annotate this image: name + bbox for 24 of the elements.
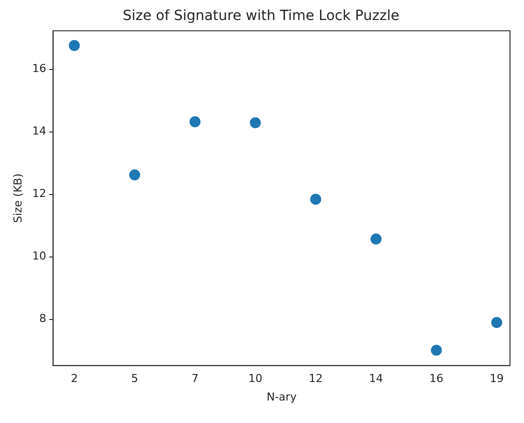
x-tick-label: 2 [70, 372, 78, 386]
point [68, 40, 80, 51]
x-tick-label: 16 [429, 372, 444, 386]
point [250, 117, 261, 128]
x-tick-label: 7 [192, 372, 199, 386]
y-axis-title: Size (KB) [11, 173, 24, 223]
x-axis-title: N-ary [266, 390, 298, 404]
chart-title: Size of Signature with Time Lock Puzzle [122, 8, 400, 24]
x-tick-label: 14 [369, 372, 384, 386]
x-tick-label: 19 [490, 372, 504, 386]
point [430, 344, 442, 356]
point [190, 116, 201, 128]
point [370, 233, 382, 244]
y-tick-label: 10 [32, 250, 46, 263]
y-tick-label: 12 [32, 187, 46, 200]
y-tick-label: 14 [32, 124, 46, 138]
x-tick-label: 10 [248, 372, 262, 386]
y-tick-label: 8 [39, 312, 46, 326]
x-tick-label: 12 [308, 372, 323, 386]
point [491, 316, 502, 328]
point [129, 169, 140, 180]
y-tick-label: 16 [32, 62, 46, 76]
point [310, 194, 322, 205]
x-tick-label: 5 [131, 372, 138, 386]
